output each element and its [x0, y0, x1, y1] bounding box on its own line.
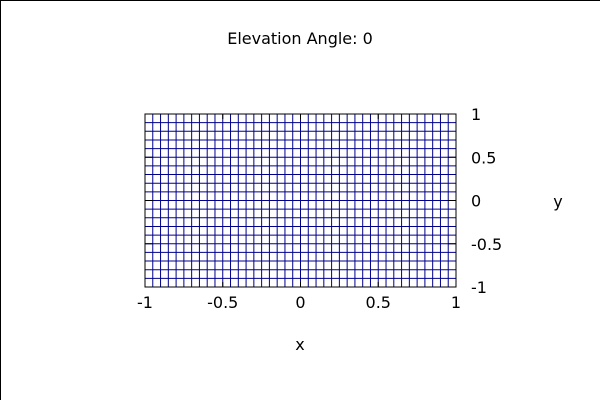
y-axis-ticks: 1 0.5 0 -0.5 -1 [145, 105, 502, 297]
x-axis-ticks: -1 -0.5 0 0.5 1 [137, 114, 461, 312]
x-axis-label: x [295, 335, 304, 354]
chart-title: Elevation Angle: 0 [227, 29, 373, 48]
x-tick-label: 0.5 [366, 293, 391, 312]
x-tick-label: -1 [137, 293, 153, 312]
x-tick-label: 0 [295, 293, 305, 312]
x-tick-label: -0.5 [207, 293, 238, 312]
x-tick-label: 1 [451, 293, 461, 312]
y-axis-label: y [553, 192, 562, 211]
y-tick-label: 0 [471, 192, 481, 211]
y-tick-label: 1 [471, 105, 481, 124]
y-tick-label: -1 [471, 278, 487, 297]
y-tick-label: -0.5 [471, 235, 502, 254]
surface-mesh [144, 113, 457, 288]
y-tick-label: 0.5 [471, 148, 496, 167]
